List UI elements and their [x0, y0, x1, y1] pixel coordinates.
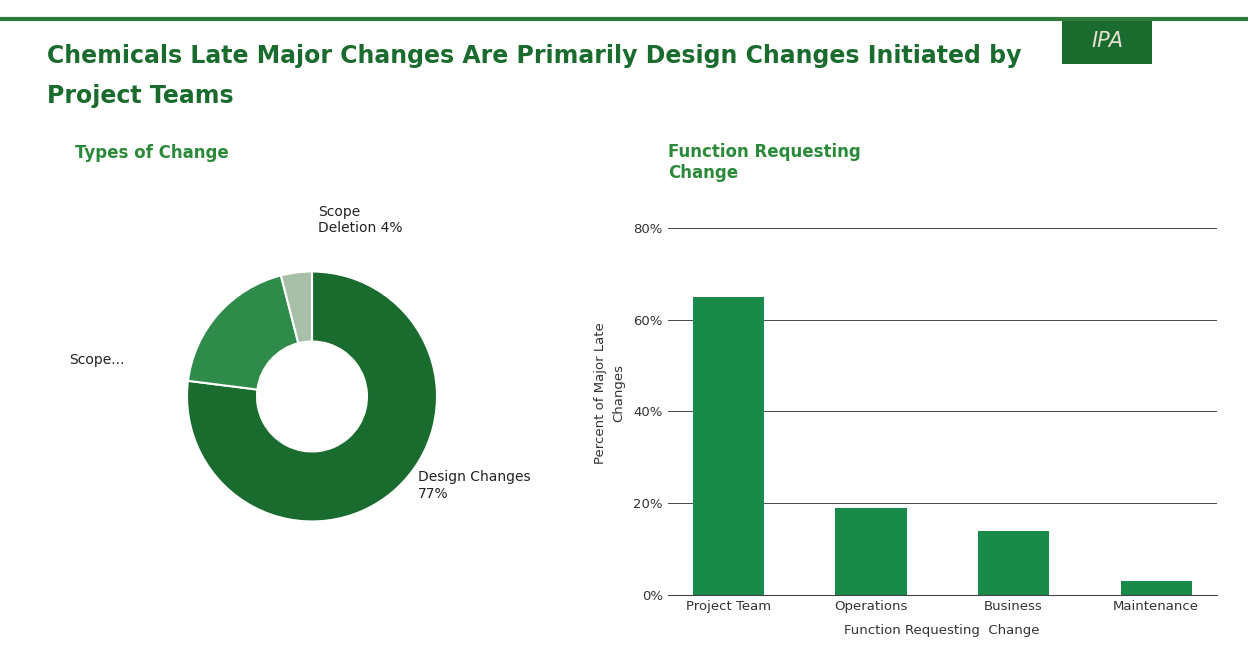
Text: IPA: IPA: [1091, 31, 1123, 51]
Wedge shape: [187, 271, 437, 521]
Text: Scope...: Scope...: [69, 353, 124, 366]
Bar: [835, 507, 906, 595]
Y-axis label: Percent of Major Late
Changes: Percent of Major Late Changes: [594, 323, 625, 464]
Text: Scope
Deletion 4%: Scope Deletion 4%: [318, 205, 403, 235]
Bar: [978, 531, 1050, 595]
Bar: [693, 297, 764, 595]
Text: Types of Change: Types of Change: [75, 144, 228, 163]
Bar: [1121, 581, 1192, 595]
Text: Chemicals Late Major Changes Are Primarily Design Changes Initiated by: Chemicals Late Major Changes Are Primari…: [47, 44, 1022, 68]
Text: Function Requesting
Change: Function Requesting Change: [668, 143, 860, 181]
Text: Project Teams: Project Teams: [47, 84, 235, 108]
Wedge shape: [281, 271, 312, 343]
Text: Design Changes
77%: Design Changes 77%: [418, 470, 530, 501]
X-axis label: Function Requesting  Change: Function Requesting Change: [845, 624, 1040, 636]
Wedge shape: [188, 276, 298, 390]
